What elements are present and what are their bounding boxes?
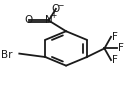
- Text: O: O: [25, 15, 33, 26]
- Text: O: O: [52, 4, 60, 14]
- Text: F: F: [118, 43, 124, 53]
- Text: Br: Br: [1, 50, 13, 60]
- Text: −: −: [57, 1, 64, 10]
- Text: F: F: [112, 32, 118, 42]
- Text: F: F: [112, 55, 118, 65]
- Text: N: N: [45, 15, 53, 26]
- Text: +: +: [50, 11, 57, 20]
